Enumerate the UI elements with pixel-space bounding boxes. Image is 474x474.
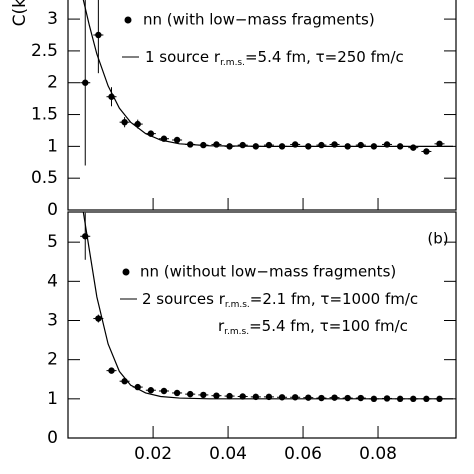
legend-text: =2.1 fm, τ=1000 fm/c [250, 290, 418, 308]
fit-curve [82, 0, 454, 147]
y-tick-label: 3 [47, 9, 58, 29]
legend-text: 1 source r [145, 48, 221, 66]
x-tick-label: 0.06 [284, 444, 322, 464]
legend-label: nn (with low−mass fragments) [143, 11, 375, 29]
x-tick-label: 0.08 [359, 444, 397, 464]
y-tick-label: 1 [47, 389, 58, 409]
legend-text: r [218, 317, 225, 335]
y-tick-label: 4 [47, 271, 58, 291]
legend-marker [124, 16, 132, 24]
panel-label: (b) [427, 230, 448, 248]
y-tick-label: 3 [47, 310, 58, 330]
legend-label: 2 sources rr.m.s.=2.1 fm, τ=1000 fm/c [142, 290, 418, 310]
subscript: r.m.s. [225, 300, 250, 310]
plot-frame [67, 0, 457, 211]
legend-label: rr.m.s.=5.4 fm, τ=100 fm/c [218, 317, 408, 337]
x-tick-label: 0.04 [209, 444, 247, 464]
y-axis-label: C(k [10, 0, 30, 26]
y-tick-label: 0 [47, 428, 58, 448]
y-tick-label: 2.5 [31, 41, 58, 61]
y-tick-label: 0 [47, 200, 58, 220]
x-tick-label: 0.02 [134, 444, 172, 464]
legend-marker [122, 268, 130, 276]
fit-curve [82, 212, 454, 400]
legend-label: 1 source rr.m.s.=5.4 fm, τ=250 fm/c [145, 48, 404, 68]
subscript: r.m.s. [224, 327, 249, 337]
y-tick-label: 5 [47, 232, 58, 252]
plot-frame [67, 211, 457, 439]
y-tick-label: 1.5 [31, 105, 58, 125]
y-tick-label: 2 [47, 73, 58, 93]
legend-text: =5.4 fm, τ=100 fm/c [249, 317, 408, 335]
plot-area [82, 0, 454, 155]
y-tick-label: 0.5 [31, 168, 58, 188]
y-tick-label: 1 [47, 136, 58, 156]
subscript: r.m.s. [220, 58, 245, 68]
legend-text: 2 sources r [142, 290, 226, 308]
legend-label: nn (without low−mass fragments) [140, 263, 396, 281]
y-tick-label: 2 [47, 350, 58, 370]
legend-text: =5.4 fm, τ=250 fm/c [245, 48, 404, 66]
